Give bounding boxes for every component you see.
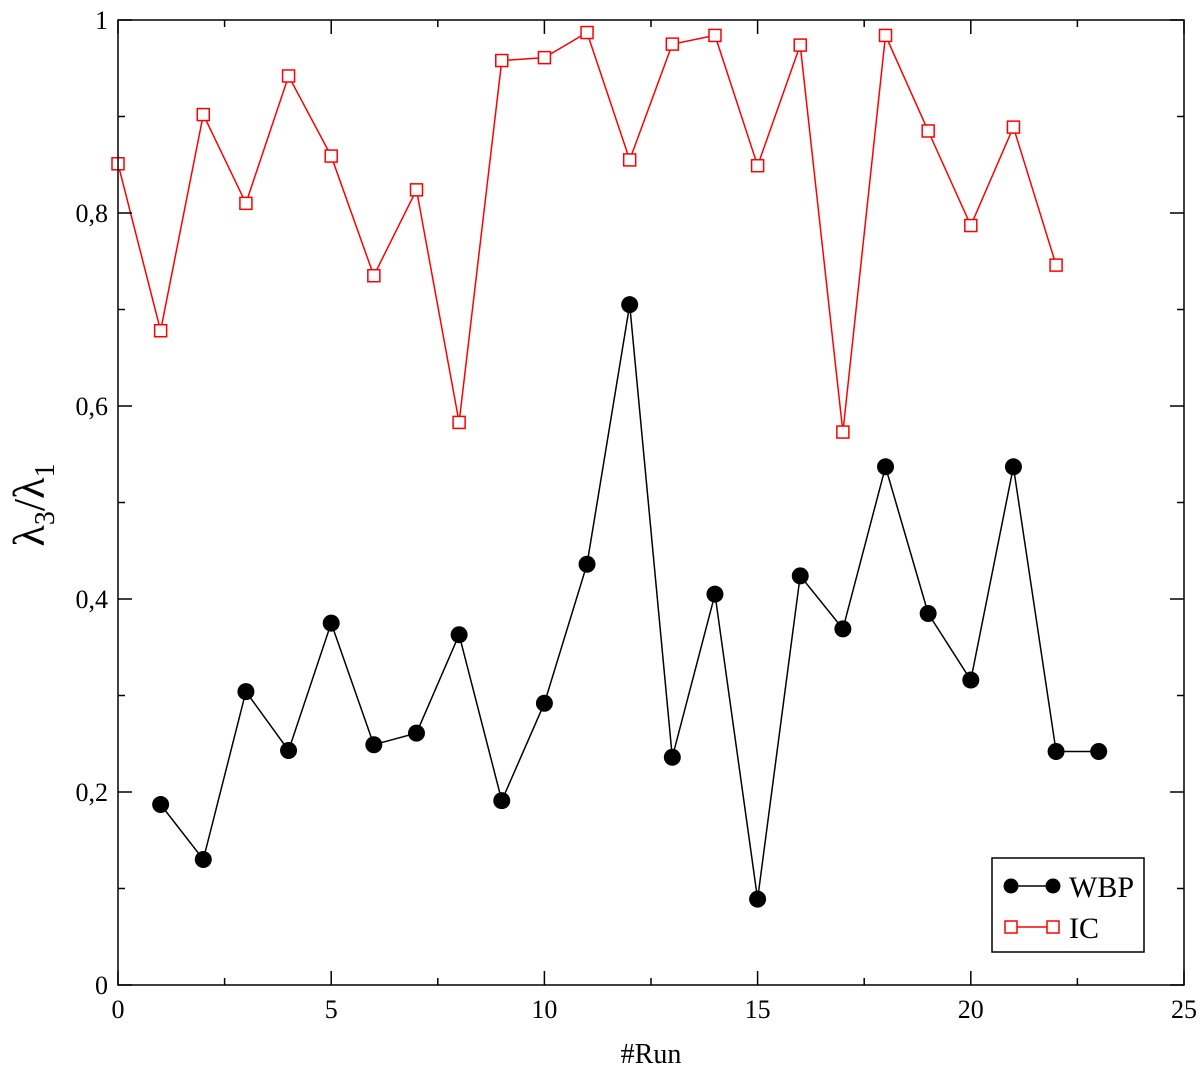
data-point-ic [964,218,978,233]
legend-item-wbp: WBP [1003,871,1134,904]
data-point-wbp [791,567,809,585]
data-point-ic [1006,120,1021,134]
data-point-ic [324,149,338,163]
data-point-ic [793,38,807,52]
data-point-wbp [535,694,553,712]
data-point-wbp [877,458,895,476]
legend-item-ic: IC [1004,912,1099,945]
legend-box [991,857,1145,953]
data-point-ic [580,25,594,40]
data-point-ic [878,28,893,43]
axis-ticks: 0 5 10 15 20 25 0 0,2 0,4 0,6 0,8 1 [76,6,1198,1024]
data-point-ic [495,53,509,68]
x-tick-label: 5 [325,995,338,1024]
data-point-wbp [280,742,298,760]
legend: WBP IC [991,857,1145,953]
y-tick-label: 0 [95,971,108,1000]
data-point-ic [196,107,211,122]
y-tick-label: 0,4 [76,585,109,614]
data-point-ic [921,124,935,138]
data-point-wbp [322,614,340,632]
x-tick-label: 0 [112,995,125,1024]
data-point-ic [1049,258,1063,272]
data-point-wbp [1090,742,1108,760]
legend-ic-label: IC [1069,912,1099,945]
data-point-wbp [578,555,596,573]
data-point-wbp [194,851,212,869]
series-ic [111,25,1063,439]
data-point-wbp [621,296,639,314]
y-axis-label: λ3/λ1 [5,464,61,547]
legend-ic-marker-right [1046,920,1060,934]
series-line-ic [117,31,1057,433]
data-point-wbp [237,683,255,701]
chart-marks [111,25,1108,908]
data-point-ic [708,28,722,43]
x-tick-label: 10 [531,995,557,1024]
y-tick-label: 0,6 [76,392,109,421]
data-point-ic [836,425,850,439]
legend-wbp-marker-left [1003,878,1019,894]
data-point-wbp [1004,458,1022,476]
series-line-wbp [160,304,1099,900]
x-tick-label: 25 [1171,995,1197,1024]
data-point-ic [281,69,296,83]
y-tick-label: 0,8 [76,199,109,228]
x-axis-label: #Run [621,1039,682,1069]
data-point-ic [367,268,381,283]
data-point-ic [239,196,253,211]
data-point-ic [409,183,424,197]
data-point-wbp [663,748,681,766]
data-point-ic [622,153,637,167]
x-tick-label: 20 [958,995,984,1024]
legend-wbp-marker-right [1045,878,1061,894]
data-point-wbp [834,620,852,638]
data-point-ic [452,415,466,430]
data-point-wbp [152,796,170,814]
y-tick-label: 1 [95,6,108,35]
legend-wbp-label: WBP [1069,871,1134,904]
plot-frame [117,19,1185,986]
data-point-wbp [962,671,980,689]
data-point-wbp [1047,742,1065,760]
data-point-wbp [407,724,425,742]
data-point-ic [153,323,168,338]
legend-ic-marker-left [1004,920,1018,934]
data-point-ic [537,50,552,65]
data-point-ic [665,37,680,51]
data-point-wbp [919,604,937,622]
data-point-wbp [365,736,383,754]
data-point-wbp [706,585,724,603]
data-point-wbp [450,626,468,644]
x-tick-label: 15 [745,995,771,1024]
data-point-ic [750,158,765,173]
y-tick-label: 0,2 [76,778,109,807]
data-point-wbp [493,792,511,810]
data-point-wbp [749,890,767,908]
series-wbp [152,296,1108,908]
